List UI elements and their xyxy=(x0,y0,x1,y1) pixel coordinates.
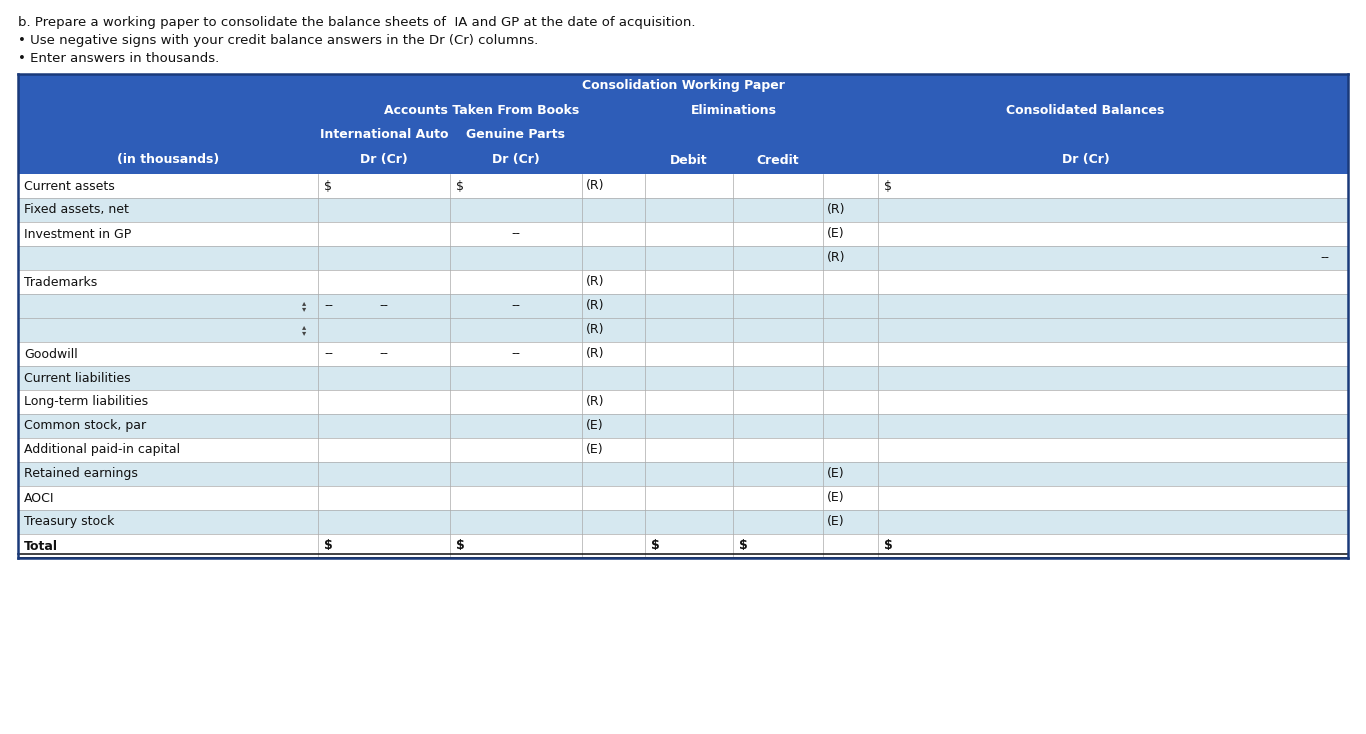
Bar xyxy=(18,198,1348,222)
Text: (E): (E) xyxy=(826,468,844,481)
Text: Fixed assets, net: Fixed assets, net xyxy=(25,203,128,217)
Bar xyxy=(18,366,1348,390)
Bar xyxy=(18,318,1348,342)
Bar xyxy=(18,534,1348,558)
Text: Dr (Cr): Dr (Cr) xyxy=(1061,153,1109,167)
Text: (R): (R) xyxy=(586,180,605,192)
Text: (in thousands): (in thousands) xyxy=(117,153,219,167)
Text: Investment in GP: Investment in GP xyxy=(25,228,131,241)
Text: (E): (E) xyxy=(826,515,844,528)
Text: --: -- xyxy=(511,347,520,360)
Text: (R): (R) xyxy=(826,252,846,264)
Bar xyxy=(18,294,1348,318)
Text: $: $ xyxy=(652,539,660,553)
Text: Long-term liabilities: Long-term liabilities xyxy=(25,396,148,409)
Bar xyxy=(18,390,1348,414)
Text: $: $ xyxy=(884,539,893,553)
Text: (E): (E) xyxy=(586,420,604,432)
Text: Eliminations: Eliminations xyxy=(691,103,777,117)
Text: Total: Total xyxy=(25,539,57,553)
Bar xyxy=(18,462,1348,486)
Text: $: $ xyxy=(739,539,747,553)
Text: Consolidated Balances: Consolidated Balances xyxy=(1007,103,1165,117)
Bar xyxy=(18,270,1348,294)
Text: --: -- xyxy=(511,228,520,241)
Text: Credit: Credit xyxy=(757,153,799,167)
Text: $: $ xyxy=(456,180,464,192)
Text: Debit: Debit xyxy=(671,153,708,167)
Text: Common stock, par: Common stock, par xyxy=(25,420,146,432)
Text: $: $ xyxy=(456,539,464,553)
Text: ▴: ▴ xyxy=(302,299,306,308)
Text: (R): (R) xyxy=(826,203,846,217)
Text: Accounts Taken From Books: Accounts Taken From Books xyxy=(384,103,579,117)
Bar xyxy=(18,342,1348,366)
Text: $: $ xyxy=(884,180,892,192)
Bar xyxy=(18,414,1348,438)
Bar xyxy=(18,486,1348,510)
Text: --: -- xyxy=(380,347,388,360)
Bar xyxy=(18,222,1348,246)
Text: Current assets: Current assets xyxy=(25,180,115,192)
Text: (E): (E) xyxy=(826,492,844,504)
Text: (R): (R) xyxy=(586,396,605,409)
Text: Goodwill: Goodwill xyxy=(25,347,78,360)
Text: --: -- xyxy=(511,299,520,313)
Text: • Use negative signs with your credit balance answers in the Dr (Cr) columns.: • Use negative signs with your credit ba… xyxy=(18,34,538,47)
Text: ▾: ▾ xyxy=(302,305,306,313)
Text: $: $ xyxy=(324,539,333,553)
Text: (R): (R) xyxy=(586,275,605,288)
Text: ▾: ▾ xyxy=(302,329,306,338)
Text: Consolidation Working Paper: Consolidation Working Paper xyxy=(582,79,784,92)
Bar xyxy=(18,174,1348,198)
Text: Genuine Parts: Genuine Parts xyxy=(467,128,566,140)
Text: (R): (R) xyxy=(586,324,605,336)
Text: $: $ xyxy=(324,180,332,192)
Bar xyxy=(18,74,1348,174)
Bar xyxy=(18,246,1348,270)
Text: Dr (Cr): Dr (Cr) xyxy=(492,153,540,167)
Text: --: -- xyxy=(324,299,333,313)
Text: (E): (E) xyxy=(586,443,604,457)
Text: Retained earnings: Retained earnings xyxy=(25,468,138,481)
Text: AOCI: AOCI xyxy=(25,492,55,504)
Text: International Auto: International Auto xyxy=(320,128,448,140)
Text: Treasury stock: Treasury stock xyxy=(25,515,115,528)
Text: b. Prepare a working paper to consolidate the balance sheets of  IA and GP at th: b. Prepare a working paper to consolidat… xyxy=(18,16,695,29)
Text: (R): (R) xyxy=(586,299,605,313)
Text: Dr (Cr): Dr (Cr) xyxy=(361,153,408,167)
Text: • Enter answers in thousands.: • Enter answers in thousands. xyxy=(18,52,220,65)
Text: --: -- xyxy=(1320,252,1329,264)
Text: --: -- xyxy=(380,299,388,313)
Bar xyxy=(18,510,1348,534)
Bar xyxy=(18,438,1348,462)
Text: ▴: ▴ xyxy=(302,322,306,332)
Text: Trademarks: Trademarks xyxy=(25,275,97,288)
Text: Current liabilities: Current liabilities xyxy=(25,371,131,385)
Text: (E): (E) xyxy=(826,228,844,241)
Text: (R): (R) xyxy=(586,347,605,360)
Text: --: -- xyxy=(324,347,333,360)
Text: Additional paid-in capital: Additional paid-in capital xyxy=(25,443,180,457)
